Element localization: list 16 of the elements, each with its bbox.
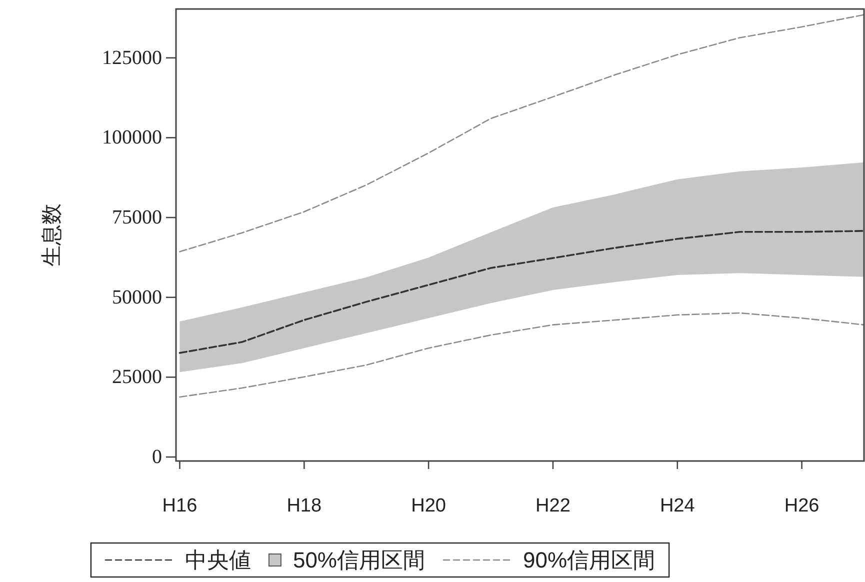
x-tick-label: H16 (162, 496, 198, 516)
x-tick-label: H24 (660, 496, 696, 516)
y-axis-title: 生息数 (40, 204, 64, 266)
x-tick-label: H20 (411, 496, 446, 516)
y-tick-label: 125000 (102, 46, 162, 69)
legend-label: 50%信用区間 (292, 548, 425, 572)
y-tick-label: 100000 (102, 126, 162, 149)
y-tick-label: 75000 (112, 206, 162, 229)
y-tick-label: 25000 (112, 366, 162, 388)
x-tick-label: H18 (286, 496, 322, 516)
legend-label: 中央値 (184, 548, 251, 572)
x-tick-label: H26 (784, 496, 820, 516)
legend-label: 90%信用区間 (523, 548, 656, 572)
x-tick-label: H22 (536, 496, 570, 516)
y-tick-label: 50000 (112, 286, 162, 308)
y-tick-label: 0 (152, 446, 162, 468)
